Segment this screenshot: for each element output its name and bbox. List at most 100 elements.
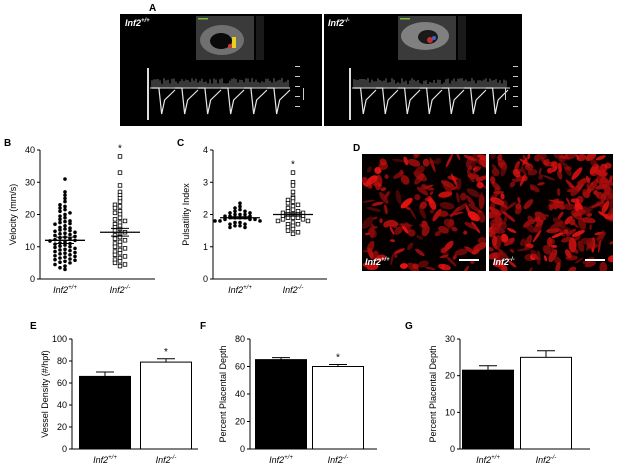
chart-C-point-0-31 xyxy=(228,226,232,230)
chart-C-point-1-3 xyxy=(291,190,295,194)
chart-B-point-0-14 xyxy=(58,218,62,222)
chart-B-point-1-32 xyxy=(123,247,127,251)
chart-C-point-1-0 xyxy=(291,171,295,175)
chart-B-point-0-26 xyxy=(53,229,57,233)
chart-B-point-1-42 xyxy=(123,263,127,267)
chart-B-point-0-24 xyxy=(58,228,62,232)
chart-C-point-1-26 xyxy=(301,218,305,222)
chart-F-ytick-label-0: 0 xyxy=(240,444,245,454)
chart-C-category-label-0: Inf2+/+ xyxy=(228,285,252,295)
chart-C-point-1-28 xyxy=(306,219,310,223)
chart-B-point-0-61 xyxy=(53,258,57,262)
chart-B-point-0-1 xyxy=(63,190,67,194)
chart-E-ytick-label-2: 40 xyxy=(57,400,67,410)
chart-B-point-0-8 xyxy=(63,208,67,212)
chart-B-point-0-66 xyxy=(53,263,57,267)
chart-B-point-0-55 xyxy=(68,253,72,257)
chart-B-point-0-2 xyxy=(63,193,67,197)
chart-B-point-0-3 xyxy=(63,197,67,201)
chart-E-significance-1: * xyxy=(164,347,168,358)
chart-C-point-1-9 xyxy=(296,203,300,207)
chart-C-point-1-36 xyxy=(296,230,300,234)
chart-B-point-0-28 xyxy=(63,231,67,235)
chart-placental-depth-f: 020406080Percent Placental DepthInf2+/+*… xyxy=(195,317,395,467)
chart-E-ytick-label-1: 20 xyxy=(57,422,67,432)
chart-G-ytick-label-0: 0 xyxy=(450,444,455,454)
chart-B-point-0-5 xyxy=(58,203,62,207)
chart-B-point-0-58 xyxy=(63,255,67,259)
chart-B-point-1-11 xyxy=(113,211,117,215)
chart-E-ytick-label-3: 60 xyxy=(57,378,67,388)
chart-C-point-0-10 xyxy=(243,213,247,217)
chart-B-point-0-13 xyxy=(63,216,67,220)
genotype-label-wt-d: Inf2+/+ xyxy=(365,257,390,267)
chart-C-ytick-label-4: 4 xyxy=(203,145,208,155)
chart-C-point-0-30 xyxy=(243,226,247,230)
chart-C-ytick-label-3: 3 xyxy=(203,177,208,187)
chart-B-point-0-46 xyxy=(53,246,57,250)
chart-B-point-0-68 xyxy=(58,266,62,270)
chart-B-point-0-11 xyxy=(63,213,67,217)
chart-B-point-1-6 xyxy=(118,200,122,204)
chart-E-ytick-label-4: 80 xyxy=(57,356,67,366)
chart-C-point-1-31 xyxy=(296,222,300,226)
chart-B-point-0-0 xyxy=(63,177,67,181)
chart-B-point-0-45 xyxy=(68,245,72,249)
chart-B-point-0-12 xyxy=(58,214,62,218)
chart-C-point-0-25 xyxy=(233,221,237,225)
chart-F-significance-1: * xyxy=(336,352,340,363)
chart-C-point-0-26 xyxy=(243,222,247,226)
chart-C-ytick-label-1: 1 xyxy=(203,242,208,252)
chart-B-point-1-37 xyxy=(123,255,127,259)
chart-C-point-0-28 xyxy=(238,224,242,228)
chart-C-point-0-29 xyxy=(233,224,237,228)
chart-B-point-0-64 xyxy=(58,260,62,264)
chart-C-point-0-1 xyxy=(238,205,242,209)
chart-B-point-0-69 xyxy=(63,268,67,272)
chart-B-point-0-44 xyxy=(58,244,62,248)
chart-G-ytick-label-1: 10 xyxy=(445,407,455,417)
micrograph-wt xyxy=(362,154,486,271)
chart-B-point-1-13 xyxy=(118,216,122,220)
chart-E-bar-1 xyxy=(141,362,192,449)
chart-B-point-1-43 xyxy=(118,264,122,268)
chart-B-point-0-20 xyxy=(63,224,67,228)
chart-G-bar-0 xyxy=(463,370,514,449)
chart-B-point-1-9 xyxy=(113,206,117,210)
chart-C-significance-1: * xyxy=(291,160,295,171)
chart-B-point-0-19 xyxy=(53,222,57,226)
chart-B-point-1-41 xyxy=(113,261,117,265)
chart-G-ytick-label-3: 30 xyxy=(445,334,455,344)
chart-B-point-1-40 xyxy=(118,259,122,263)
chart-B-point-0-6 xyxy=(63,205,67,209)
chart-C-ytick-label-2: 2 xyxy=(203,210,208,220)
chart-C-point-0-0 xyxy=(238,201,242,205)
chart-B-point-1-2 xyxy=(118,184,122,188)
chart-B-point-0-17 xyxy=(58,221,62,225)
chart-B-ytick-label-3: 30 xyxy=(25,177,35,187)
chart-B-point-1-0 xyxy=(118,155,122,159)
chart-E-category-label-1: Inf2-/- xyxy=(156,455,177,465)
chart-B-ytick-label-4: 40 xyxy=(25,145,35,155)
chart-B-point-1-35 xyxy=(118,251,122,255)
chart-F-category-label-0: Inf2+/+ xyxy=(269,455,293,465)
chart-B-point-1-15 xyxy=(123,219,127,223)
chart-C-point-1-12 xyxy=(291,208,295,212)
chart-C-point-0-27 xyxy=(228,222,232,226)
chart-B-point-0-51 xyxy=(53,250,57,254)
chart-G-ylabel: Percent Placental Depth xyxy=(428,345,438,442)
chart-B-point-0-7 xyxy=(58,206,62,210)
chart-velocity: 010203040Velocity (mm/s)Inf2+/+*Inf2-/- xyxy=(0,135,175,310)
chart-B-point-0-30 xyxy=(68,233,72,237)
chart-C-point-0-24 xyxy=(238,221,242,225)
chart-B-point-0-34 xyxy=(58,236,62,240)
chart-B-point-0-67 xyxy=(63,264,67,268)
chart-E-ylabel: Vessel Density (#/hpf) xyxy=(40,350,50,438)
chart-C-ylabel: Pulsatility Index xyxy=(181,183,191,246)
chart-B-point-1-14 xyxy=(113,218,117,222)
chart-pulsatility: 01234Pulsatility IndexInf2+/+*Inf2-/- xyxy=(175,135,350,310)
chart-B-point-0-62 xyxy=(73,258,77,262)
chart-F-bar-0 xyxy=(256,360,307,449)
chart-placental-depth-g: 0102030Percent Placental DepthInf2+/+ Inf… xyxy=(400,317,605,467)
chart-C-point-0-7 xyxy=(248,211,252,215)
